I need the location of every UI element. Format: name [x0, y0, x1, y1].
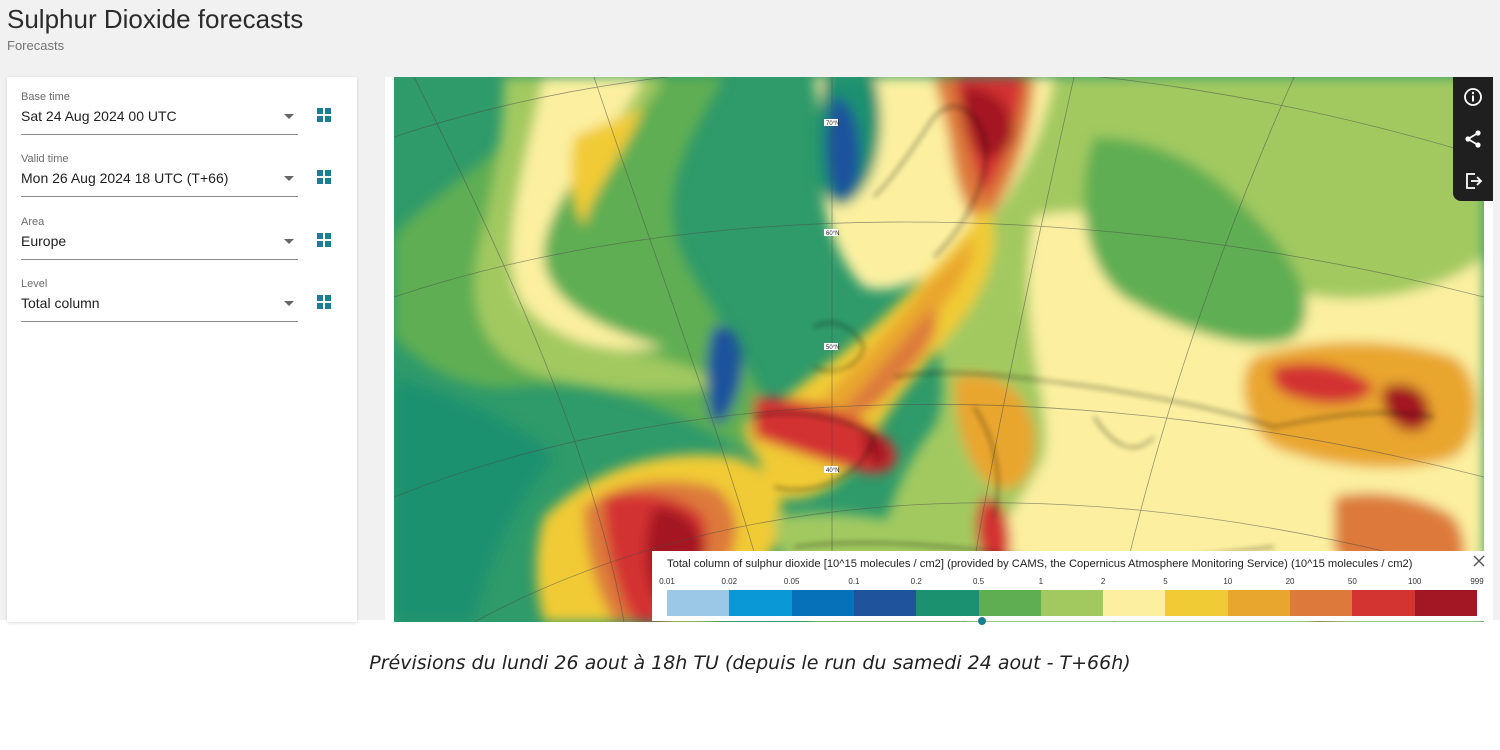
page-title: Sulphur Dioxide forecasts [7, 4, 304, 34]
legend-title: Total column of sulphur dioxide [10^15 m… [667, 558, 1413, 570]
valid-time-grid-icon[interactable] [317, 170, 333, 186]
base-time-label: Base time [21, 91, 70, 103]
chevron-down-icon[interactable] [284, 301, 294, 306]
legend-swatch [853, 590, 917, 616]
legend-swatch [978, 590, 1041, 616]
forecast-map[interactable]: 70°N 60°N 50°N 40°N [394, 77, 1484, 622]
map-legend: Total column of sulphur dioxide [10^15 m… [652, 551, 1490, 625]
legend-tick-label: 0.5 [972, 577, 985, 586]
legend-tick-label: 1 [1038, 577, 1044, 586]
base-time-select[interactable]: Base time Sat 24 Aug 2024 00 UTC [21, 91, 298, 135]
lat-label-60: 60°N [826, 231, 839, 237]
level-value: Total column [21, 295, 100, 311]
valid-time-select[interactable]: Valid time Mon 26 Aug 2024 18 UTC (T+66) [21, 153, 298, 197]
legend-tick-label: 0.1 [848, 577, 860, 586]
legend-tick-label: 10 [1223, 577, 1233, 586]
legend-tick-label: 5 [1163, 577, 1168, 586]
legend-swatch [1165, 590, 1228, 616]
forecast-map-image: 70°N 60°N 50°N 40°N [394, 77, 1484, 622]
legend-swatch [1414, 590, 1477, 616]
legend-swatch [916, 590, 979, 616]
area-label: Area [21, 216, 45, 228]
chevron-down-icon[interactable] [284, 239, 294, 244]
legend-swatch [1040, 590, 1104, 616]
lat-label-70: 70°N [826, 121, 839, 127]
legend-swatch [667, 590, 730, 616]
map-container: 70°N 60°N 50°N 40°N [385, 77, 1493, 622]
area-value: Europe [21, 233, 67, 249]
level-select[interactable]: Level Total column [21, 278, 298, 322]
close-icon[interactable] [1472, 554, 1486, 568]
legend-slider-handle[interactable] [978, 617, 986, 625]
share-icon[interactable] [1461, 127, 1485, 151]
lat-label-50: 50°N [826, 345, 839, 351]
level-grid-icon[interactable] [317, 295, 333, 311]
lat-label-40: 40°N [826, 468, 839, 474]
image-caption: Prévisions du lundi 26 aout à 18h TU (de… [369, 652, 1131, 674]
legend-tick-label: 0.05 [783, 577, 800, 586]
legend-tick-label: 0.01 [659, 577, 675, 586]
legend-tick-label: 2 [1100, 577, 1106, 586]
map-toolbar [1453, 77, 1493, 201]
legend-tick-label: 20 [1285, 577, 1295, 586]
base-time-value: Sat 24 Aug 2024 00 UTC [21, 108, 177, 124]
control-panel: Base time Sat 24 Aug 2024 00 UTC Valid t… [7, 77, 357, 622]
legend-tick-label: 0.02 [721, 577, 738, 586]
legend-swatch [791, 590, 854, 616]
area-grid-icon[interactable] [317, 233, 333, 249]
area-select[interactable]: Area Europe [21, 216, 298, 260]
info-icon[interactable] [1461, 85, 1485, 109]
chevron-down-icon[interactable] [284, 176, 294, 181]
level-label: Level [21, 278, 48, 290]
chevron-down-icon[interactable] [284, 114, 294, 119]
legend-swatch [1290, 590, 1353, 616]
valid-time-value: Mon 26 Aug 2024 18 UTC (T+66) [21, 170, 229, 186]
base-time-grid-icon[interactable] [317, 108, 333, 124]
legend-tick-label: 100 [1408, 577, 1422, 586]
legend-swatch [1352, 590, 1415, 616]
legend-swatch [729, 590, 792, 616]
legend-tick-label: 999 [1470, 577, 1484, 586]
legend-swatch [1103, 590, 1166, 616]
legend-tick-label: 0.2 [910, 577, 922, 586]
page-subtitle: Forecasts [7, 38, 65, 53]
legend-tick-label: 50 [1347, 577, 1357, 586]
legend-swatch [1227, 590, 1291, 616]
valid-time-label: Valid time [21, 153, 69, 165]
export-icon[interactable] [1461, 169, 1485, 193]
